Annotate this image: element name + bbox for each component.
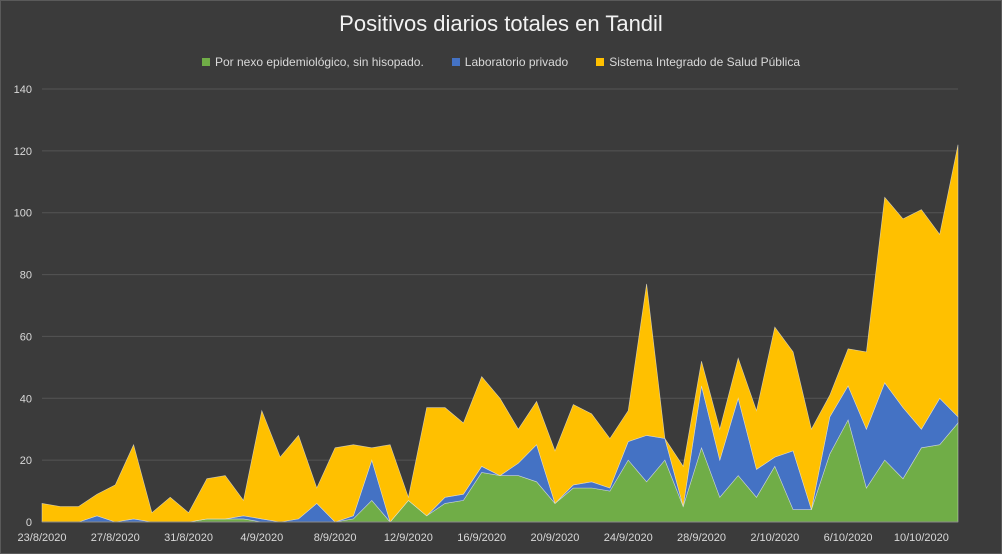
x-tick-label: 23/8/2020 [18,532,67,544]
y-tick-label: 80 [20,270,32,282]
x-tick-label: 8/9/2020 [314,532,357,544]
x-tick-label: 6/10/2020 [824,532,873,544]
x-tick-label: 12/9/2020 [384,532,433,544]
area-chart: 0 20 40 60 80 100 120 140 23/8/2020 27/8/2020 31/8… [0,0,1002,554]
x-tick-label: 27/8/2020 [91,532,140,544]
x-tick-label: 2/10/2020 [750,532,799,544]
x-tick-label: 10/10/2020 [894,532,949,544]
y-tick-label: 60 [20,331,32,343]
x-tick-label: 16/9/2020 [457,532,506,544]
y-tick-label: 100 [14,208,32,220]
y-tick-label: 140 [14,84,32,96]
x-tick-label: 28/9/2020 [677,532,726,544]
x-tick-label: 20/9/2020 [530,532,579,544]
x-tick-label: 4/9/2020 [240,532,283,544]
x-tick-label: 31/8/2020 [164,532,213,544]
x-tick-label: 24/9/2020 [604,532,653,544]
y-tick-label: 120 [14,146,32,158]
y-tick-label: 20 [20,455,32,467]
y-tick-label: 40 [20,393,32,405]
y-tick-label: 0 [26,517,32,529]
